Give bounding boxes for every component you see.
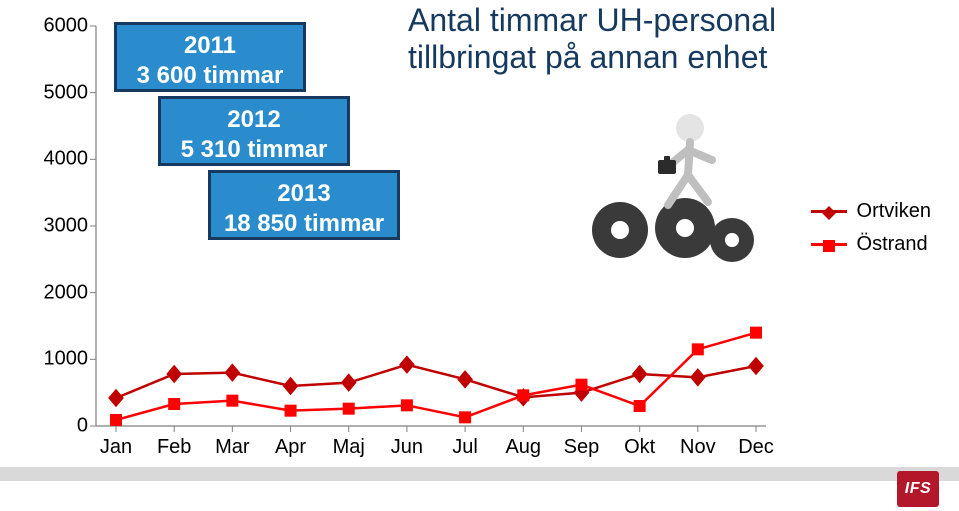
y-tick-label: 4000 <box>44 148 89 171</box>
x-tick-label: Apr <box>275 436 306 459</box>
x-tick-label: Mar <box>215 436 249 459</box>
title-line-1: Antal timmar UH-personal <box>408 2 776 38</box>
callout-year: 2011 <box>127 31 293 61</box>
legend-marker <box>823 240 835 252</box>
title-line-2: tillbringat på annan enhet <box>408 39 767 75</box>
x-tick-label: Maj <box>333 436 365 459</box>
clipart-gears <box>560 110 770 275</box>
x-tick-label: Sep <box>564 436 600 459</box>
y-tick-label: 6000 <box>44 15 89 38</box>
x-tick-label: Nov <box>680 436 716 459</box>
callout-year: 2013 <box>221 179 387 209</box>
callout-year: 2012 <box>171 105 337 135</box>
y-tick-label: 5000 <box>44 81 89 104</box>
y-tick-label: 0 <box>77 415 88 438</box>
x-tick-label: Dec <box>738 436 774 459</box>
x-tick-label: Jul <box>452 436 478 459</box>
slide: 0 1000 2000 3000 4000 5000 6000 Jan Feb Mar Apr Ma… <box>0 0 959 511</box>
x-tick-label: Jan <box>100 436 132 459</box>
callout-value: 5 310 timmar <box>171 135 337 165</box>
y-tick-label: 2000 <box>44 281 89 304</box>
legend-line <box>811 210 847 213</box>
y-tick-label: 1000 <box>44 348 89 371</box>
callout-value: 3 600 timmar <box>127 61 293 91</box>
y-tick-label: 3000 <box>44 215 89 238</box>
legend-line <box>811 243 847 246</box>
x-tick-label: Aug <box>505 436 541 459</box>
legend: Ortviken Östrand <box>811 200 931 266</box>
legend-item-östrand: Östrand <box>811 233 931 256</box>
callout-value: 18 850 timmar <box>221 209 387 239</box>
callout-2012: 20125 310 timmar <box>158 96 350 166</box>
legend-label: Östrand <box>857 233 928 256</box>
callout-2011: 20113 600 timmar <box>114 22 306 92</box>
callout-2013: 201318 850 timmar <box>208 170 400 240</box>
logo-text: IFS <box>905 480 931 498</box>
footer-bar <box>0 467 959 481</box>
x-tick-label: Okt <box>624 436 655 459</box>
x-tick-label: Jun <box>391 436 423 459</box>
legend-label: Ortviken <box>857 200 931 223</box>
chart-title: Antal timmar UH-personal tillbringat på … <box>408 2 776 76</box>
x-tick-label: Feb <box>157 436 191 459</box>
logo-ifs: IFS <box>897 471 939 507</box>
legend-item-ortviken: Ortviken <box>811 200 931 223</box>
